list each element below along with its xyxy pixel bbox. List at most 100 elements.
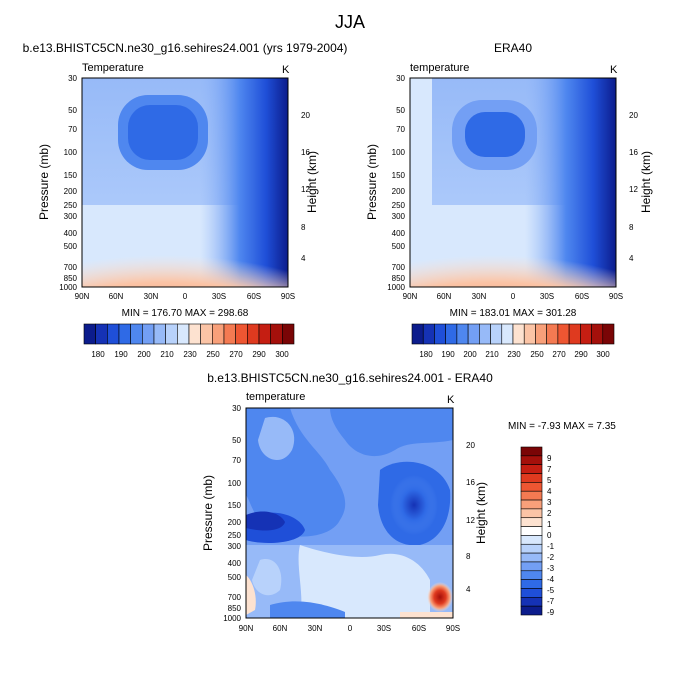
colorbar-label: 210 [160, 350, 174, 359]
y-tick-label: 30 [396, 74, 405, 83]
y-axis-label: Pressure (mb) [365, 144, 379, 220]
colorbar-label: 290 [252, 350, 266, 359]
colorbar-label: 1 [547, 520, 552, 529]
colorbar-swatch [520, 561, 543, 572]
x-ticks: 90N 60N 30N 0 30S 60S 90S [403, 292, 623, 301]
colorbar-label: 300 [275, 350, 289, 359]
colorbar-swatch [512, 323, 525, 345]
y-ticks: 30 50 70 100 150 200 250 300 400 500 700… [59, 74, 77, 292]
panel-diff: b.e13.BHISTC5CN.ne30_g16.sehires24.001 -… [201, 371, 616, 633]
colorbar-swatch [520, 482, 543, 492]
colorbar-label: 0 [547, 531, 552, 540]
colorbar-label: 3 [547, 498, 552, 507]
y-tick-label: 100 [228, 479, 242, 488]
x-tick-label: 30S [540, 292, 554, 301]
y-tick-label: 850 [228, 604, 242, 613]
y-tick-label: 250 [228, 531, 242, 540]
x-tick-label: 90N [239, 624, 254, 633]
colorbar-swatch [223, 323, 236, 345]
y-ticks: 30 50 70 100 150 200 250 300 400 500 700… [223, 404, 241, 623]
x-tick-label: 0 [183, 292, 188, 301]
panel-units: K [610, 64, 618, 76]
colorbar-swatch [118, 323, 131, 345]
colorbar-swatch [235, 323, 248, 345]
colorbar-label: 230 [183, 350, 197, 359]
y-tick-label: 70 [232, 456, 241, 465]
y-tick-label: 250 [392, 201, 406, 210]
colorbar-label: -3 [547, 564, 555, 573]
colorbar-swatch [520, 446, 543, 457]
colorbar-swatch [520, 597, 543, 607]
y-tick-label: 70 [396, 125, 405, 134]
y-axis-label: Pressure (mb) [37, 144, 51, 220]
colorbar-swatch [520, 543, 543, 554]
x-tick-label: 60N [437, 292, 452, 301]
colorbar-swatch [520, 526, 543, 536]
y-tick-label: 1000 [223, 614, 241, 623]
colorbar-swatch [546, 323, 559, 345]
colorbar-swatch [520, 508, 543, 519]
colorbar-label: 250 [206, 350, 220, 359]
colorbar-swatch [130, 323, 143, 345]
height-tick-label: 16 [301, 148, 310, 157]
colorbar-swatch [445, 323, 458, 345]
x-tick-label: 0 [511, 292, 516, 301]
colorbar: 9 7 5 4 3 2 1 0 -1 -2 -3 -4 -5 -7 -9 [520, 446, 555, 617]
colorbar-label: 180 [91, 350, 105, 359]
y-tick-label: 400 [228, 559, 242, 568]
colorbar-swatch [602, 323, 615, 345]
colorbar-label: 250 [530, 350, 544, 359]
colorbar-label: 200 [463, 350, 477, 359]
panel-header: b.e13.BHISTC5CN.ne30_g16.sehires24.001 (… [23, 41, 348, 55]
y-axis-label-right: Height (km) [639, 151, 653, 213]
colorbar-swatch [411, 323, 424, 345]
colorbar-swatch [520, 535, 543, 545]
y-tick-label: 400 [392, 229, 406, 238]
y-tick-label: 30 [68, 74, 77, 83]
colorbar-swatch [520, 464, 543, 474]
height-tick-label: 8 [301, 223, 306, 232]
colorbar-swatch [200, 323, 213, 345]
colorbar-label: 5 [547, 476, 552, 485]
y-tick-label: 500 [64, 242, 78, 251]
colorbar-swatch [557, 323, 570, 345]
x-tick-label: 30S [212, 292, 226, 301]
x-tick-label: 0 [348, 624, 353, 633]
panel-left-title: temperature [410, 62, 469, 74]
y-tick-label: 700 [64, 263, 78, 272]
y-ticks: 30 50 70 100 150 200 250 300 400 500 700… [387, 74, 405, 292]
x-tick-label: 60S [412, 624, 426, 633]
height-tick-label: 8 [629, 223, 634, 232]
colorbar-swatch [520, 517, 543, 527]
height-tick-label: 20 [466, 441, 475, 450]
x-tick-label: 60S [247, 292, 261, 301]
x-tick-label: 90S [281, 292, 295, 301]
colorbar-label: 9 [547, 454, 552, 463]
colorbar-swatch [434, 323, 446, 345]
height-tick-label: 12 [629, 185, 638, 194]
colorbar-swatch [422, 323, 435, 345]
colorbar-label: 200 [137, 350, 151, 359]
height-tick-label: 4 [629, 254, 634, 263]
page-title: JJA [334, 12, 365, 32]
colorbar-swatch [520, 473, 543, 483]
panel-model: b.e13.BHISTC5CN.ne30_g16.sehires24.001 (… [23, 41, 348, 359]
colorbar-label: -4 [547, 575, 555, 584]
colorbar-swatch [153, 323, 166, 345]
colorbar: 180 190 200 210 230 250 270 290 300 [83, 323, 295, 359]
y-axis-label: Pressure (mb) [201, 475, 215, 551]
panel-obs: ERA40 temperature K Pressure (mb) Height… [365, 41, 653, 359]
colorbar-label: -1 [547, 542, 555, 551]
colorbar-swatch [188, 323, 201, 345]
min-max-label: MIN = 183.01 MAX = 301.28 [450, 308, 577, 319]
colorbar-swatch [107, 323, 120, 345]
colorbar-swatch [520, 570, 543, 580]
colorbar-swatch [520, 588, 543, 598]
y-tick-label: 250 [64, 201, 78, 210]
colorbar-swatch [467, 323, 480, 345]
x-tick-label: 30N [472, 292, 487, 301]
colorbar-swatch [520, 490, 543, 501]
min-max-label: MIN = -7.93 MAX = 7.35 [508, 421, 616, 432]
x-tick-label: 60N [109, 292, 124, 301]
colorbar-label: -9 [547, 608, 555, 617]
